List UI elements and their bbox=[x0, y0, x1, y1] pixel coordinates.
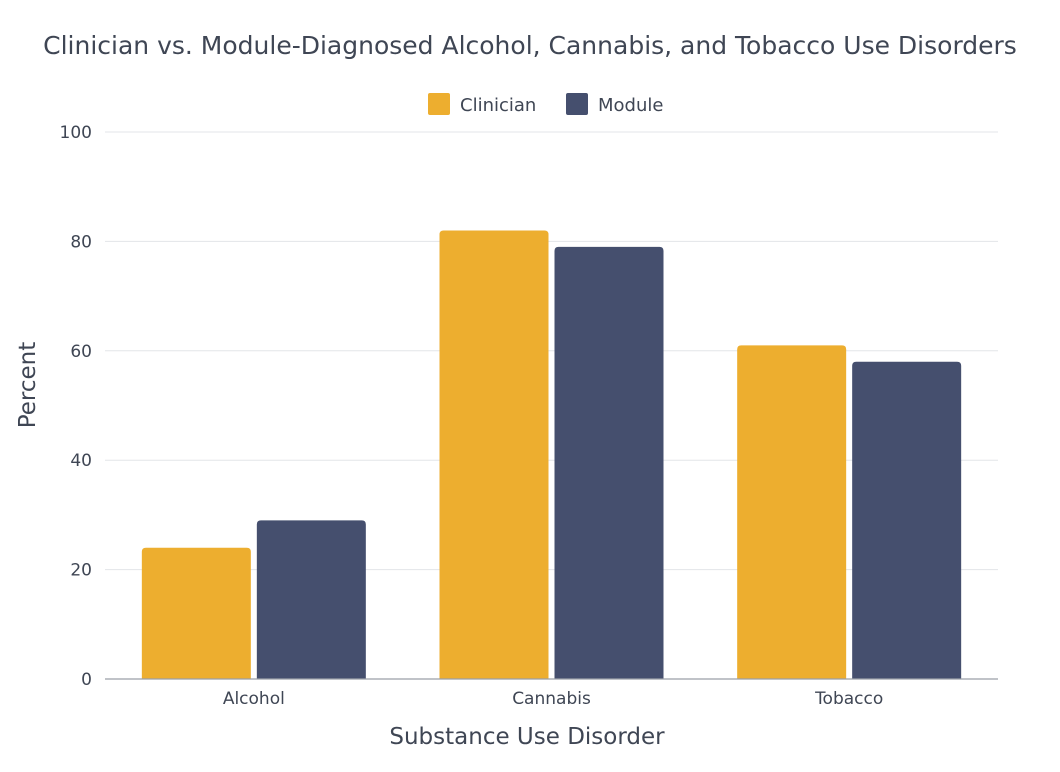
legend-swatch-clinician bbox=[428, 93, 450, 115]
y-axis-title: Percent bbox=[15, 342, 41, 429]
bar-module-tobacco bbox=[852, 361, 962, 679]
gridlines bbox=[105, 131, 998, 571]
x-tick-label: Cannabis bbox=[512, 689, 591, 709]
chart-title: Clinician vs. Module-Diagnosed Alcohol, … bbox=[43, 31, 1017, 60]
bar-module-alcohol bbox=[256, 520, 366, 679]
y-tick-label: 80 bbox=[70, 232, 92, 252]
x-tick-label: Alcohol bbox=[223, 689, 285, 709]
x-axis-categories: Alcohol Cannabis Tobacco bbox=[223, 689, 883, 709]
y-tick-label: 0 bbox=[81, 670, 92, 690]
x-axis-title: Substance Use Disorder bbox=[389, 724, 665, 750]
legend-label-module: Module bbox=[598, 95, 663, 116]
y-tick-label: 60 bbox=[70, 342, 92, 362]
y-tick-label: 40 bbox=[70, 451, 92, 471]
y-tick-label: 100 bbox=[60, 123, 92, 143]
bar-clinician-tobacco bbox=[737, 345, 847, 679]
y-tick-label: 20 bbox=[70, 561, 92, 581]
y-axis-ticks: 0 20 40 60 80 100 bbox=[60, 123, 92, 690]
x-tick-label: Tobacco bbox=[814, 689, 883, 709]
legend: Clinician Module bbox=[428, 93, 663, 116]
bar-clinician-cannabis bbox=[439, 230, 549, 679]
legend-swatch-module bbox=[566, 93, 588, 115]
bars bbox=[141, 230, 962, 679]
bar-clinician-alcohol bbox=[141, 547, 251, 679]
legend-label-clinician: Clinician bbox=[460, 95, 536, 116]
bar-module-cannabis bbox=[554, 246, 664, 679]
